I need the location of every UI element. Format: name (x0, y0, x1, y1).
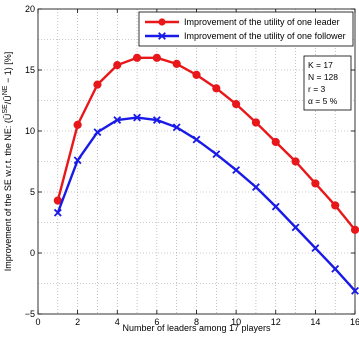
data-point (93, 128, 102, 137)
data-point (232, 166, 241, 174)
data-point (331, 201, 340, 210)
x-tick-label: 8 (194, 317, 199, 327)
data-point (232, 100, 241, 109)
legend-box (138, 11, 354, 47)
x-tick-label: 2 (75, 317, 80, 327)
data-point (132, 53, 142, 62)
data-point (271, 202, 280, 211)
y-tick-label: 0 (30, 248, 35, 258)
data-point (73, 120, 82, 130)
parameter-text: K = 17 (308, 60, 333, 70)
data-point (212, 150, 221, 159)
x-tick-label: 12 (271, 317, 281, 327)
data-point (73, 156, 82, 165)
data-point (351, 286, 359, 295)
data-point (93, 80, 102, 89)
data-point (53, 208, 62, 217)
data-point (331, 264, 340, 273)
data-point (192, 70, 201, 79)
data-point (251, 118, 261, 127)
data-point (172, 123, 181, 132)
legend-marker-1 (158, 18, 166, 26)
parameter-text: α = 5 % (308, 96, 338, 106)
data-point (172, 59, 181, 69)
data-point (133, 113, 141, 122)
x-tick-label: 14 (310, 317, 320, 327)
series-line-1 (56, 56, 356, 231)
y-tick-label: 5 (30, 187, 35, 197)
data-point (192, 135, 201, 144)
legend-label-1: Improvement of the utility of one leader (184, 17, 340, 27)
x-tick-label: 10 (231, 317, 241, 327)
x-axis-label: Number of leaders among 17 players (122, 323, 271, 333)
y-tick-label: −5 (25, 309, 35, 319)
legend-label-2: Improvement of the utility of one follow… (184, 31, 346, 41)
parameter-box-frame (303, 55, 352, 111)
parameter-box: K = 17 N = 128 r = 3 α = 5 % (303, 55, 352, 111)
y-tick-label: 10 (25, 126, 35, 136)
data-point (350, 225, 359, 234)
y-tick-label: 15 (25, 65, 35, 75)
x-tick-label: 4 (115, 317, 120, 327)
data-point (152, 116, 161, 124)
grid-lines (38, 9, 355, 314)
x-tick-label: 0 (35, 317, 40, 327)
data-point (212, 84, 221, 93)
y-tick-label: 20 (25, 4, 35, 14)
data-point (152, 53, 161, 62)
parameter-text: r = 3 (308, 84, 326, 94)
data-point (311, 179, 320, 188)
legend-marker-2 (158, 32, 166, 40)
x-tick-label: 6 (154, 317, 159, 327)
data-point (113, 61, 122, 70)
data-point (113, 116, 122, 124)
y-axis-label: Improvement of the SE w.r.t. the NE: (ŪS… (2, 52, 13, 271)
data-point (291, 223, 300, 232)
data-point (291, 157, 300, 166)
series-line-2 (56, 116, 356, 292)
data-point (311, 244, 320, 253)
parameter-text: N = 128 (308, 72, 338, 82)
data-point (252, 183, 260, 192)
data-point (271, 137, 280, 147)
series-layer (53, 53, 359, 295)
x-tick-label: 16 (350, 317, 359, 327)
legend: Improvement of the utility of one leader… (138, 11, 354, 47)
